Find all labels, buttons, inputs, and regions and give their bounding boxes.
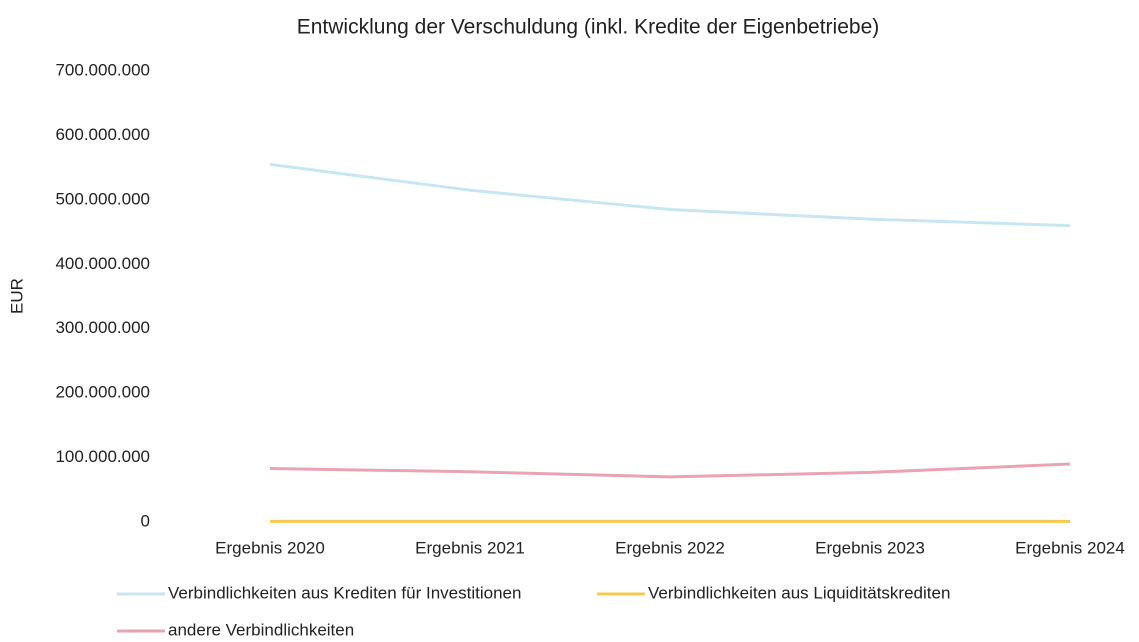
y-tick-label: 700.000.000 xyxy=(55,60,150,79)
y-tick-label: 300.000.000 xyxy=(55,318,150,337)
y-tick-label: 0 xyxy=(141,511,150,530)
line-series xyxy=(269,462,1071,479)
x-tick-label: Ergebnis 2022 xyxy=(615,538,725,557)
x-tick-label: Ergebnis 2020 xyxy=(215,538,325,557)
y-tick-label: 100.000.000 xyxy=(55,447,150,466)
legend-label: Verbindlichkeiten aus Liquiditätskredite… xyxy=(648,583,950,602)
x-tick-label: Ergebnis 2023 xyxy=(815,538,925,557)
line-series xyxy=(269,162,1071,228)
y-tick-label: 400.000.000 xyxy=(55,254,150,273)
x-tick-label: Ergebnis 2024 xyxy=(1015,538,1125,557)
chart-title: Entwicklung der Verschuldung (inkl. Kred… xyxy=(297,16,880,39)
y-tick-label: 200.000.000 xyxy=(55,383,150,402)
y-tick-label: 500.000.000 xyxy=(55,189,150,208)
y-tick-label: 600.000.000 xyxy=(55,125,150,144)
legend-label: Verbindlichkeiten aus Krediten für Inves… xyxy=(168,583,521,602)
y-axis-label: EUR xyxy=(7,278,26,314)
x-tick-label: Ergebnis 2021 xyxy=(415,538,525,557)
legend-label: andere Verbindlichkeiten xyxy=(168,620,354,639)
